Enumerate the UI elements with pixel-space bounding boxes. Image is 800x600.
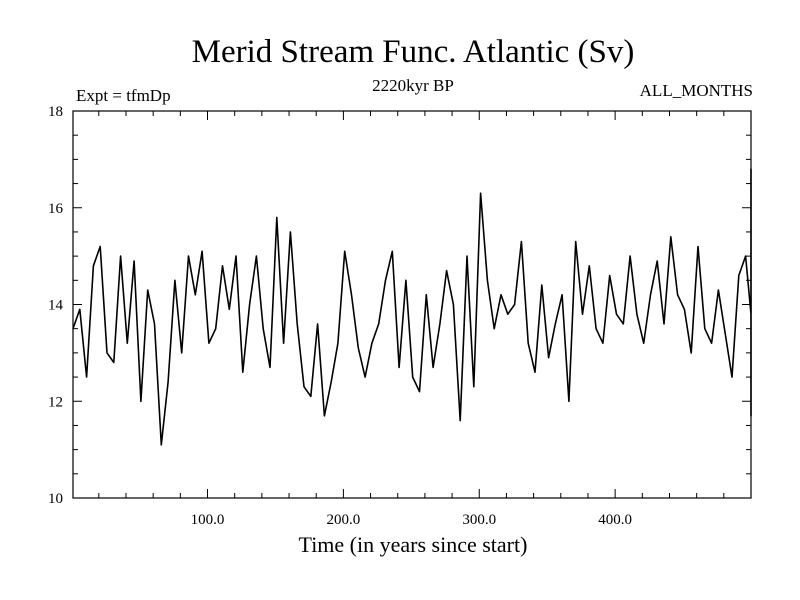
chart-subtitle-right: ALL_MONTHS bbox=[640, 81, 753, 100]
y-axis: 10 12 14 16 18 bbox=[48, 104, 751, 507]
y-tick-label: 14 bbox=[48, 298, 64, 314]
y-tick-label: 18 bbox=[48, 104, 63, 120]
y-tick-label: 16 bbox=[48, 201, 64, 217]
series-line bbox=[72, 168, 752, 446]
chart-subtitle-center: 2220kyr BP bbox=[372, 76, 454, 95]
x-tick-label: 400.0 bbox=[598, 512, 632, 528]
x-tick-label: 100.0 bbox=[191, 512, 225, 528]
x-axis: 100.0 200.0 300.0 400.0 bbox=[98, 111, 752, 528]
chart-subtitle-left: Expt = tfmDp bbox=[76, 86, 171, 105]
chart-title: Merid Stream Func. Atlantic (Sv) bbox=[192, 34, 635, 70]
x-tick-label: 300.0 bbox=[462, 512, 496, 528]
x-tick-label: 200.0 bbox=[327, 512, 361, 528]
y-tick-label: 10 bbox=[48, 491, 63, 507]
x-axis-label: Time (in years since start) bbox=[299, 532, 528, 557]
y-tick-label: 12 bbox=[48, 394, 63, 410]
